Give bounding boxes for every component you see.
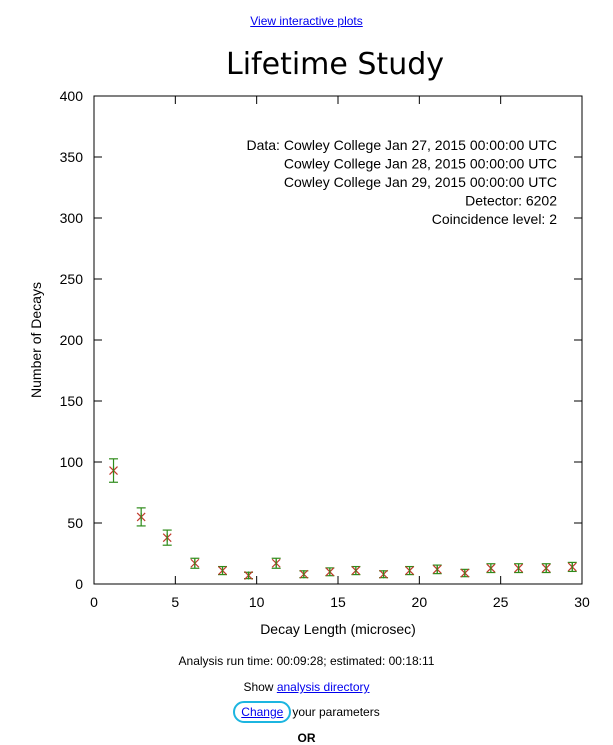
x-tick-label: 15: [330, 594, 346, 610]
change-highlight: Change: [233, 701, 292, 723]
x-tick-label: 5: [171, 594, 179, 610]
top-link-row: View interactive plots: [0, 14, 613, 28]
y-axis-label: Number of Decays: [28, 282, 44, 398]
change-parameters-line: Change your parameters: [0, 701, 613, 723]
y-tick-label: 350: [60, 149, 84, 165]
annotation-line: Detector: 6202: [465, 193, 557, 209]
chart-title: Lifetime Study: [226, 47, 444, 82]
change-link[interactable]: Change: [241, 705, 284, 719]
x-tick-label: 10: [249, 594, 265, 610]
y-tick-label: 300: [60, 210, 84, 226]
run-time-line: Analysis run time: 00:09:28; estimated: …: [0, 654, 613, 668]
lifetime-chart: Lifetime Study 0 5 10 15 20 25 300501001502002…: [28, 47, 590, 637]
show-directory-line: Show analysis directory: [0, 680, 613, 694]
y-tick-label: 250: [60, 271, 84, 287]
x-tick-label: 20: [412, 594, 428, 610]
annotation-line: Coincidence level: 2: [432, 211, 558, 227]
x-tick-label: 0: [90, 594, 98, 610]
x-axis-label: Decay Length (microsec): [260, 621, 416, 637]
run-time-text: Analysis run time: 00:09:28; estimated: …: [178, 654, 435, 668]
y-tick-label: 100: [60, 454, 84, 470]
annotation-line: Data: Cowley College Jan 27, 2015 00:00:…: [246, 137, 557, 153]
analysis-directory-link[interactable]: analysis directory: [276, 680, 370, 694]
y-tick-label: 0: [75, 576, 83, 592]
y-tick-label: 50: [67, 515, 83, 531]
x-tick-label: 25: [493, 594, 509, 610]
y-tick-label: 200: [60, 332, 84, 348]
y-tick-label: 400: [60, 88, 84, 104]
or-line: OR: [0, 731, 613, 745]
annotation-line: Cowley College Jan 28, 2015 00:00:00 UTC: [284, 156, 557, 172]
y-tick-label: 150: [60, 393, 84, 409]
x-tick-label: 30: [574, 594, 590, 610]
view-interactive-plots-link[interactable]: View interactive plots: [250, 14, 363, 28]
annotation-line: Cowley College Jan 29, 2015 00:00:00 UTC: [284, 174, 557, 190]
show-prefix-text: Show: [243, 680, 274, 694]
or-text: OR: [297, 731, 316, 745]
change-suffix-text: your parameters: [292, 705, 380, 719]
